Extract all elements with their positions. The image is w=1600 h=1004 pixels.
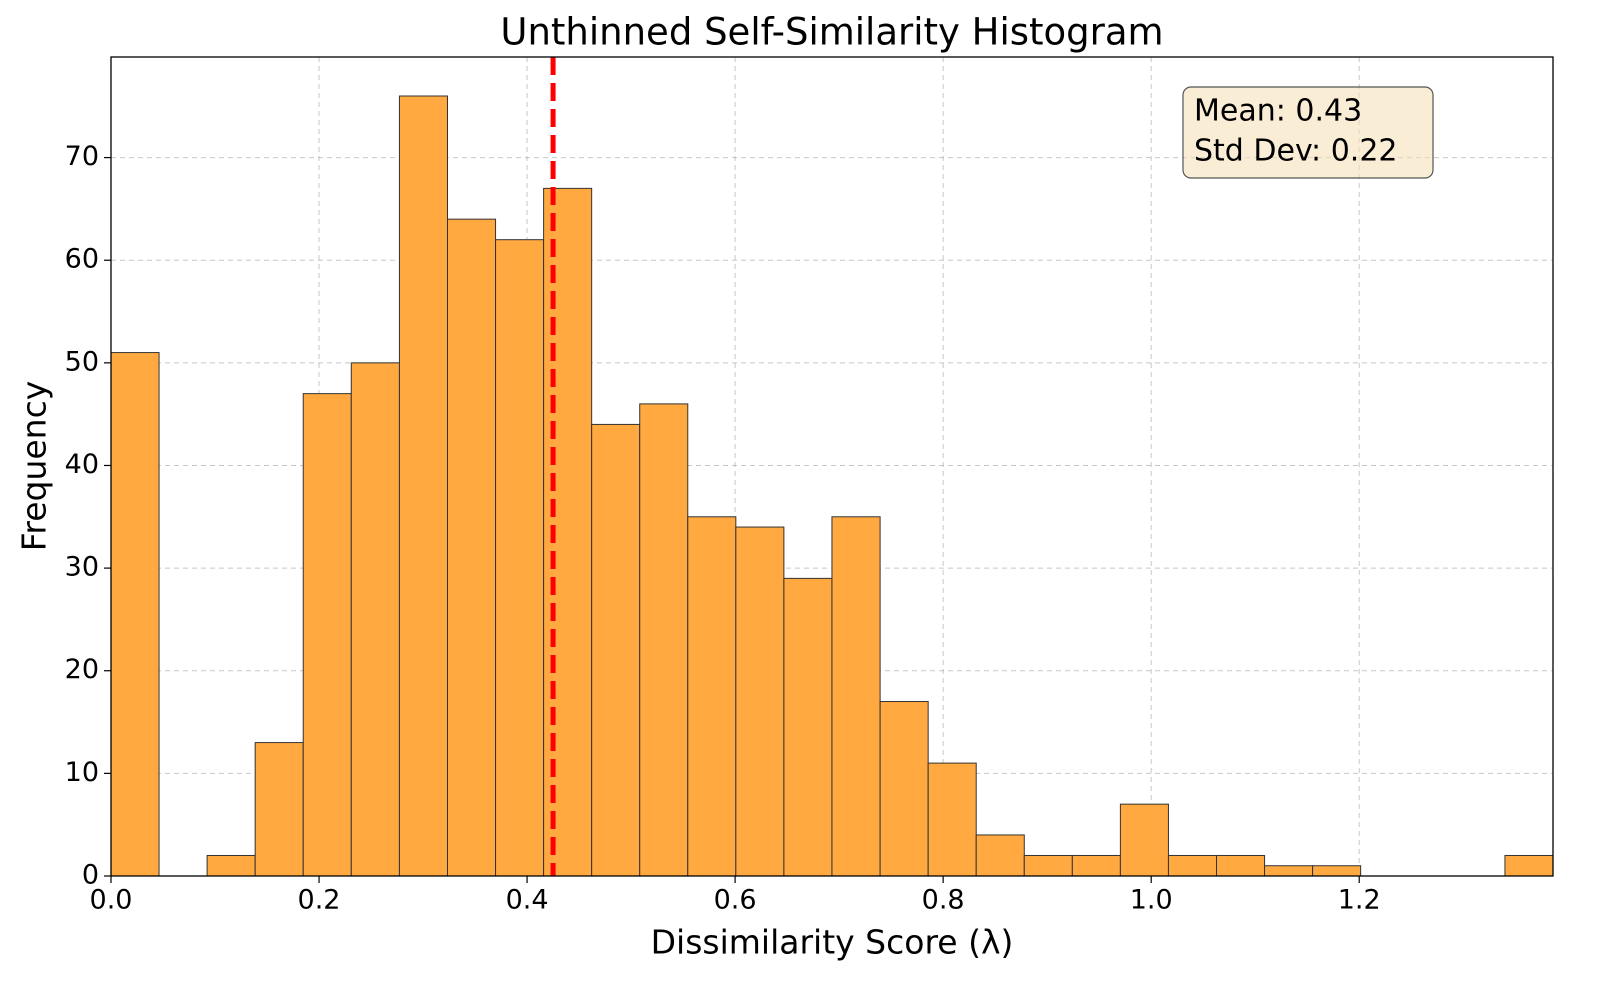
bar xyxy=(1264,865,1314,877)
annotation-text: Mean: 0.43 xyxy=(1194,94,1362,129)
bar xyxy=(975,834,1025,877)
bar xyxy=(1312,865,1362,877)
bar xyxy=(927,762,977,877)
x-tick-label: 0.0 xyxy=(90,885,133,916)
plot-frame xyxy=(110,56,1554,877)
bar xyxy=(591,423,641,877)
bar xyxy=(879,701,929,877)
bar xyxy=(1167,854,1218,877)
bar xyxy=(639,403,689,877)
annotation-text: Std Dev: 0.22 xyxy=(1194,134,1398,169)
annotation-box xyxy=(1182,86,1434,179)
x-tick-label: 0.8 xyxy=(922,885,965,916)
bar xyxy=(783,577,833,877)
bar xyxy=(1119,803,1169,877)
bar xyxy=(398,95,448,877)
bar xyxy=(495,239,545,877)
x-axis-label: Dissimilarity Score (λ) xyxy=(651,923,1014,962)
bar xyxy=(110,352,160,877)
y-tick-label: 50 xyxy=(65,346,99,377)
bar xyxy=(831,516,881,877)
y-tick-label: 70 xyxy=(65,141,99,172)
y-tick-label: 40 xyxy=(65,449,99,480)
bar xyxy=(735,526,785,877)
bar xyxy=(350,362,400,877)
bar xyxy=(446,218,497,877)
bar xyxy=(206,854,256,877)
bar xyxy=(254,742,304,877)
bar xyxy=(302,393,352,877)
chart-title: Unthinned Self-Similarity Histogram xyxy=(500,11,1163,54)
y-tick-label: 60 xyxy=(65,244,99,275)
x-tick-label: 0.4 xyxy=(506,885,549,916)
x-tick-label: 0.6 xyxy=(714,885,757,916)
bar xyxy=(1216,854,1266,877)
y-tick-label: 10 xyxy=(65,757,99,788)
x-tick-label: 1.2 xyxy=(1338,885,1381,916)
bar xyxy=(687,516,737,877)
bar xyxy=(1023,854,1073,877)
x-tick-label: 0.2 xyxy=(298,885,341,916)
y-tick-label: 30 xyxy=(65,552,99,583)
bar xyxy=(1071,854,1121,877)
x-tick-label: 1.0 xyxy=(1130,885,1173,916)
y-tick-label: 20 xyxy=(65,654,99,685)
bar xyxy=(1504,854,1554,877)
y-tick-label: 0 xyxy=(82,860,99,891)
y-axis-label: Frequency xyxy=(15,381,54,551)
